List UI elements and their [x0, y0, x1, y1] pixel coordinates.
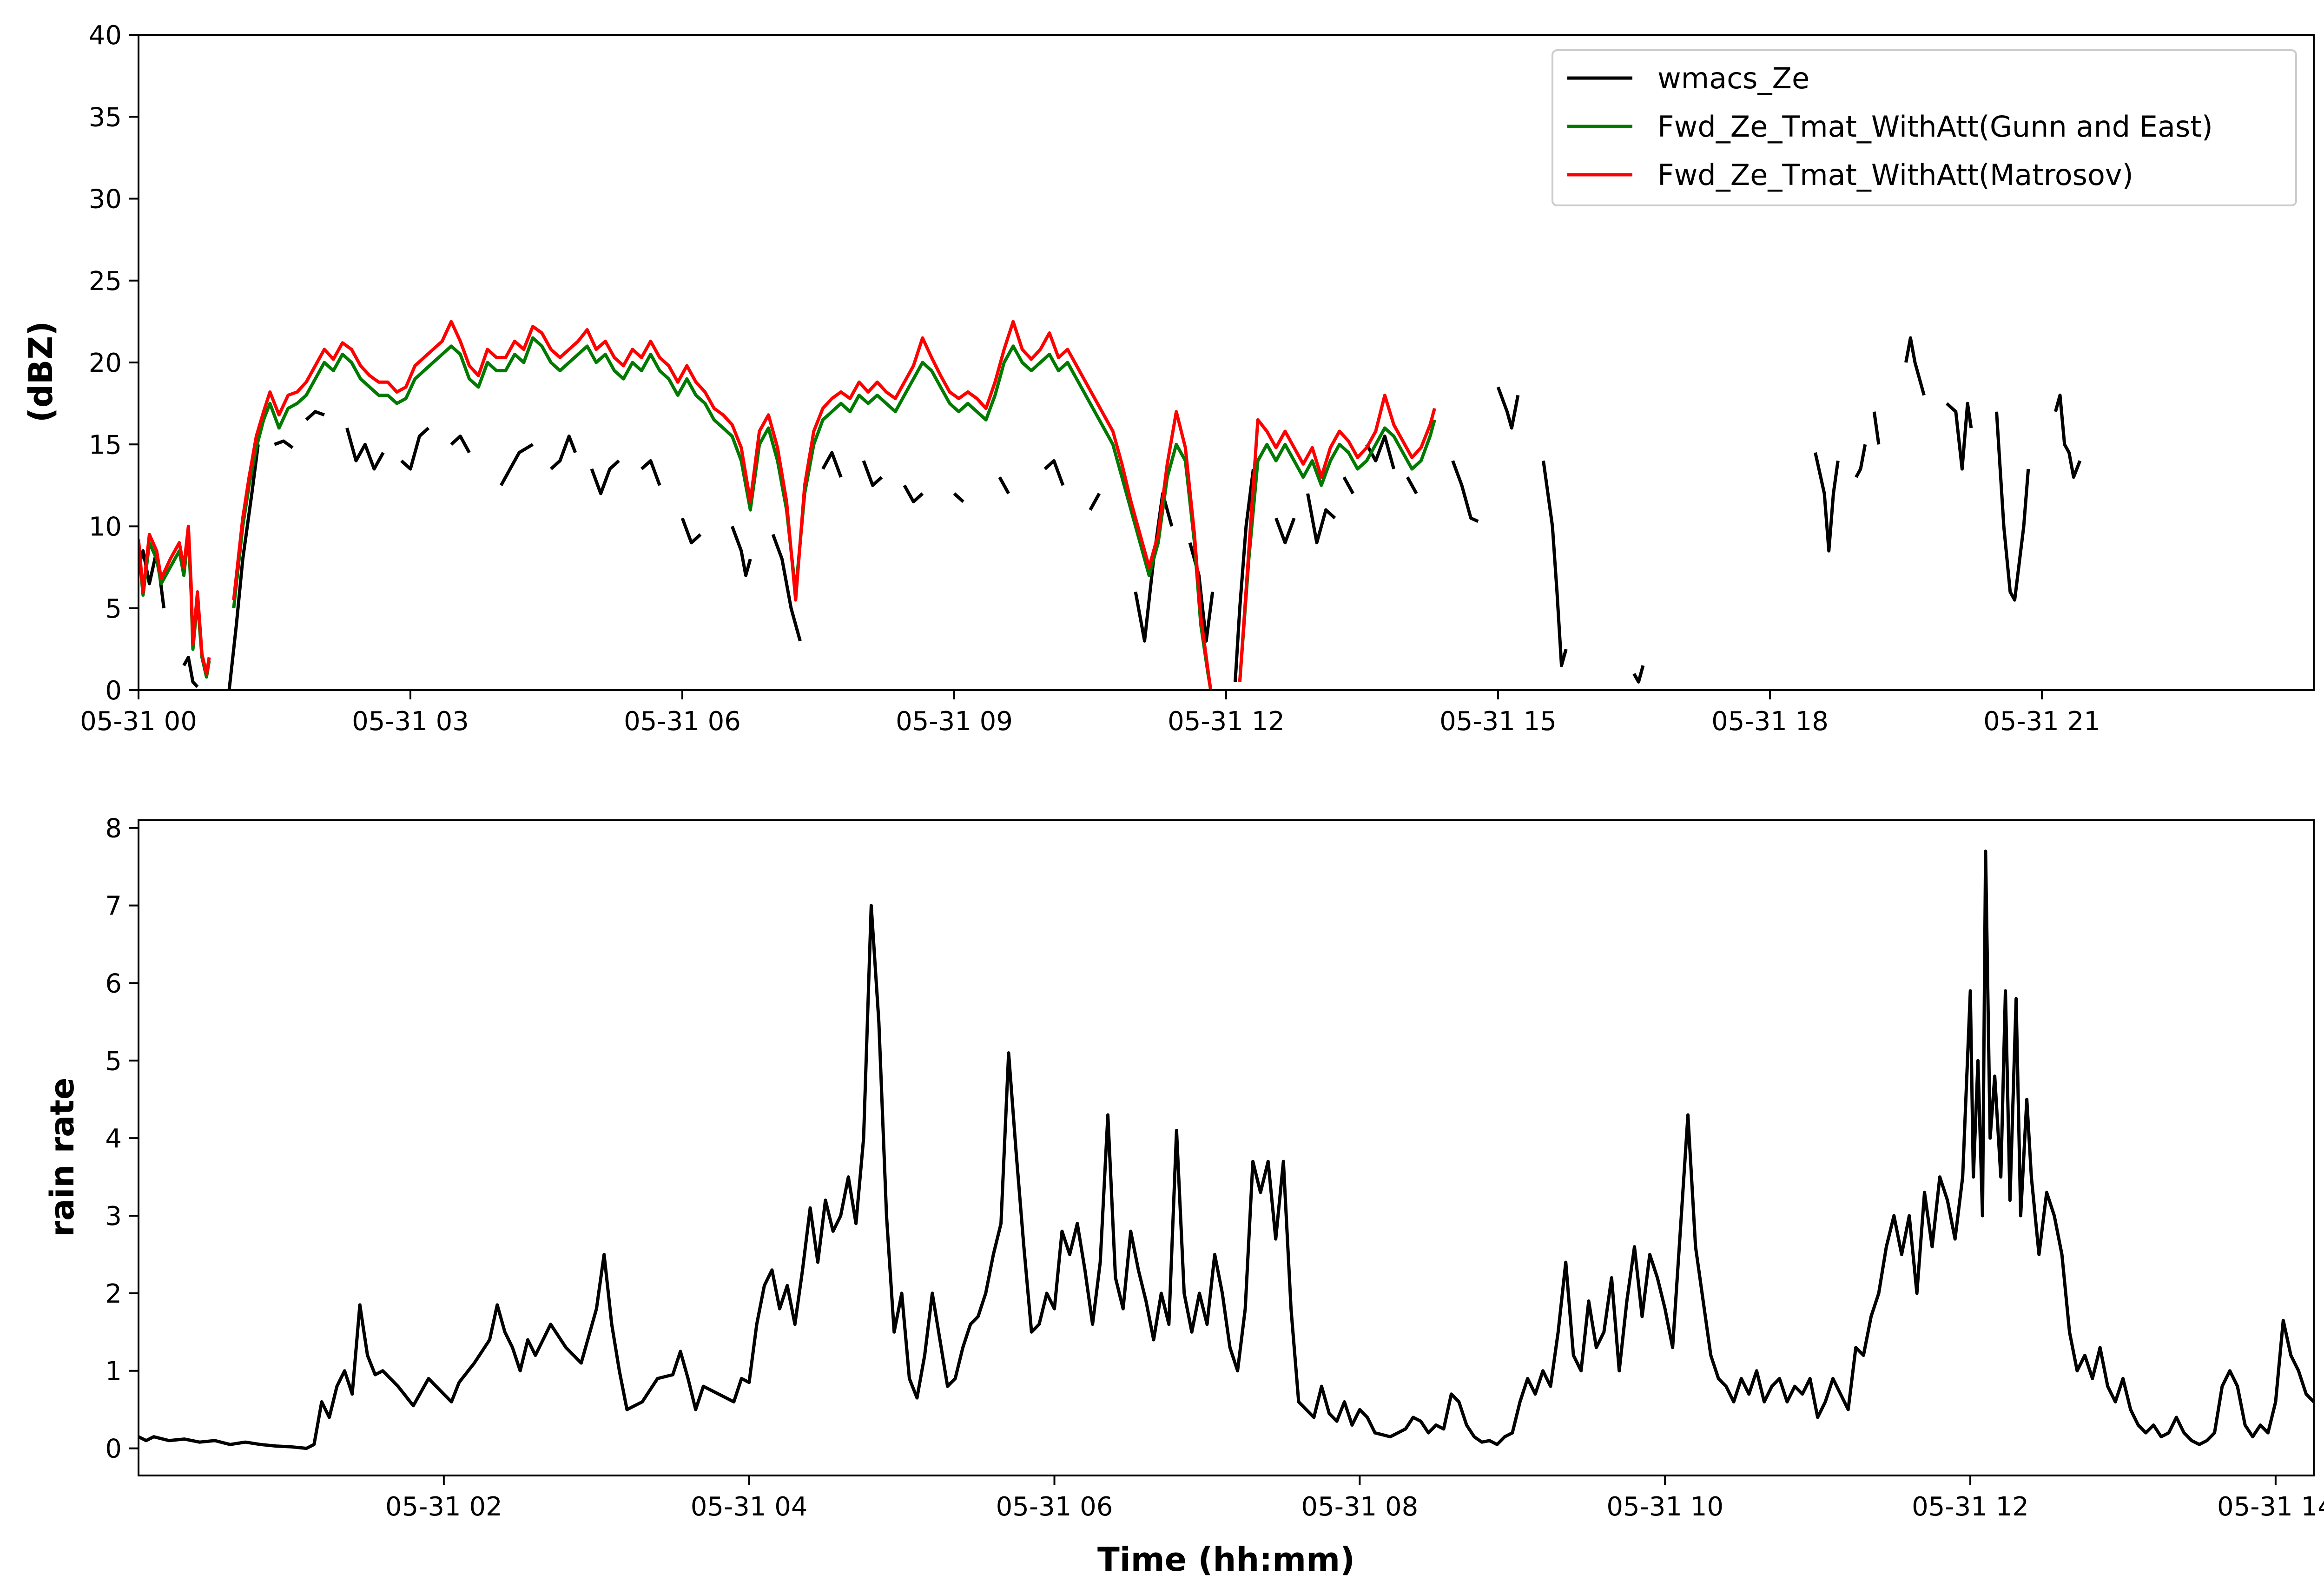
top-series-line-0 — [1406, 476, 1418, 494]
top-series-line-0 — [450, 435, 471, 454]
top-series-line-0 — [1872, 411, 1881, 445]
top-y-tick-label: 5 — [105, 594, 122, 624]
top-series-line-1 — [232, 336, 1213, 690]
top-series-line-0 — [305, 410, 325, 421]
top-series-line-0 — [1855, 444, 1867, 478]
top-series-line-0 — [680, 517, 702, 545]
top-x-tick-label: 05-31 15 — [1439, 706, 1557, 737]
top-axes-frame — [138, 34, 2315, 691]
bottom-y-axis-label: rain rate — [43, 1078, 81, 1237]
bottom-x-ticks: 05-31 02 05-31 04 05-31 06 05-31 08 05-31 10… — [385, 1475, 2324, 1522]
top-x-tick-label: 05-31 12 — [1168, 706, 1285, 737]
top-x-tick-label: 05-31 09 — [896, 706, 1013, 737]
top-series-line-0 — [1995, 411, 2030, 602]
top-series-line-0 — [345, 428, 385, 471]
legend-entry-wmacs: wmacs_Ze — [1567, 61, 1809, 95]
top-series-line-0 — [1342, 476, 1355, 494]
top-panel: (dBZ) 05-31 00 05-31 03 05-31 06 05-31 09 05… — [22, 20, 2315, 737]
top-series-line-0 — [1451, 460, 1479, 523]
legend-box — [1552, 49, 2297, 206]
top-y-tick-label: 20 — [89, 348, 122, 378]
top-series-line-0 — [2053, 394, 2082, 479]
top-y-tick-label: 35 — [89, 102, 122, 132]
bottom-y-tick-label: 0 — [105, 1434, 122, 1464]
top-series-line-0 — [1904, 336, 1926, 396]
top-series-line-0 — [1089, 493, 1101, 511]
top-y-tick-label: 15 — [89, 430, 122, 460]
top-y-tick-label: 25 — [89, 266, 122, 296]
top-x-tick-label: 05-31 21 — [1983, 706, 2100, 737]
top-y-tick-label: 0 — [105, 676, 122, 706]
top-series-line-0 — [590, 459, 620, 495]
top-x-tick-label: 05-31 00 — [80, 706, 197, 737]
top-series-line-0 — [1496, 386, 1520, 430]
top-y-axis-label: (dBZ) — [22, 321, 60, 422]
legend-entry-gunn-east: Fwd_Ze_Tmat_WithAtt(Gunn and East) — [1567, 110, 2213, 144]
bottom-x-tick-label: 05-31 02 — [385, 1492, 502, 1522]
bottom-x-tick-label: 05-31 10 — [1606, 1492, 1723, 1522]
bottom-x-axis-label: Time (hh:mm) — [1097, 1541, 1355, 1579]
top-series-line-0 — [400, 427, 430, 471]
bottom-y-ticks: 0 1 2 3 4 5 6 7 8 — [105, 814, 139, 1464]
top-x-tick-label: 05-31 03 — [352, 706, 469, 737]
top-series — [139, 320, 2082, 690]
bottom-y-tick-label: 6 — [105, 968, 122, 999]
top-series-line-0 — [771, 534, 802, 642]
bottom-y-tick-label: 1 — [105, 1357, 122, 1387]
top-y-tick-label: 30 — [89, 184, 122, 215]
top-series-line-0 — [1234, 468, 1255, 682]
top-series-line-0 — [998, 476, 1010, 494]
bottom-y-tick-label: 4 — [105, 1124, 122, 1154]
bottom-axes-frame — [138, 819, 2315, 1476]
bottom-panel: rain rate Time (hh:mm) 05-31 02 05-31 04 0… — [43, 814, 2324, 1579]
top-series-line-0 — [1542, 461, 1568, 667]
bottom-y-tick-label: 8 — [105, 814, 122, 844]
top-series-line-0 — [1306, 493, 1336, 545]
bottom-x-tick-label: 05-31 12 — [1912, 1492, 2029, 1522]
bottom-y-tick-label: 5 — [105, 1046, 122, 1076]
top-series-line-0 — [1274, 517, 1296, 545]
top-series-line-2 — [139, 525, 211, 676]
bottom-x-tick-label: 05-31 06 — [996, 1492, 1113, 1522]
top-series-line-2 — [1238, 394, 1436, 682]
top-series-line-0 — [227, 444, 260, 690]
top-y-tick-label: 10 — [89, 512, 122, 542]
legend-label-matrosov: Fwd_Ze_Tmat_WithAtt(Matrosov) — [1657, 158, 2133, 192]
bottom-y-tick-label: 3 — [105, 1201, 122, 1232]
bottom-x-tick-label: 05-31 14 — [2217, 1492, 2324, 1522]
legend: wmacs_Ze Fwd_Ze_Tmat_WithAtt(Gunn and Ea… — [1552, 49, 2297, 206]
top-series-line-0 — [640, 459, 661, 486]
top-x-tick-label: 05-31 18 — [1711, 706, 1829, 737]
bottom-series — [139, 850, 2314, 1450]
top-y-tick-label: 40 — [89, 20, 122, 51]
top-series-line-0 — [1945, 402, 1973, 471]
top-series-line-0 — [499, 443, 534, 487]
bottom-x-tick-label: 05-31 08 — [1301, 1492, 1418, 1522]
legend-label-wmacs: wmacs_Ze — [1657, 61, 1809, 95]
bottom-y-tick-label: 2 — [105, 1279, 122, 1309]
top-series-line-0 — [182, 656, 199, 688]
top-series-line-1 — [1238, 419, 1436, 682]
top-x-tick-label: 05-31 06 — [624, 706, 741, 737]
bottom-x-tick-label: 05-31 04 — [691, 1492, 808, 1522]
legend-entry-matrosov: Fwd_Ze_Tmat_WithAtt(Matrosov) — [1567, 158, 2133, 192]
top-series-line-2 — [232, 320, 1213, 690]
top-series-line-0 — [1632, 665, 1645, 684]
legend-label-gunn-east: Fwd_Ze_Tmat_WithAtt(Gunn and East) — [1657, 110, 2213, 144]
top-series-line-0 — [730, 526, 752, 577]
top-series-line-0 — [1814, 452, 1840, 553]
top-series-line-0 — [953, 492, 964, 503]
top-series-line-0 — [274, 439, 294, 449]
top-x-ticks: 05-31 00 05-31 03 05-31 06 05-31 09 05-31 12… — [80, 690, 2100, 737]
top-series-line-0 — [862, 460, 883, 487]
top-series-line-0 — [903, 484, 924, 504]
top-series-line-0 — [821, 451, 843, 478]
bottom-series-line-0 — [139, 850, 2314, 1450]
top-y-ticks: 0 5 10 15 20 25 30 35 40 — [89, 20, 139, 706]
top-series-line-0 — [549, 435, 577, 470]
bottom-y-tick-label: 7 — [105, 891, 122, 922]
top-series-line-0 — [1043, 459, 1065, 486]
